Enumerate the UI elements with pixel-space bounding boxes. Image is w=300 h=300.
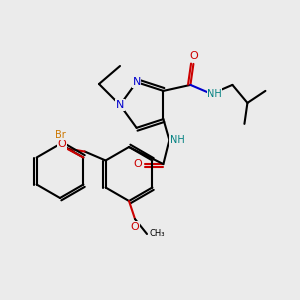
Text: CH₃: CH₃ [149,230,165,238]
Text: O: O [134,159,142,169]
Text: NH: NH [169,135,184,145]
Text: O: O [189,51,198,62]
Text: NH: NH [207,89,222,99]
Text: N: N [132,77,141,87]
Text: N: N [116,100,124,110]
Text: Br: Br [55,130,65,140]
Text: O: O [58,139,67,149]
Text: O: O [130,221,140,232]
